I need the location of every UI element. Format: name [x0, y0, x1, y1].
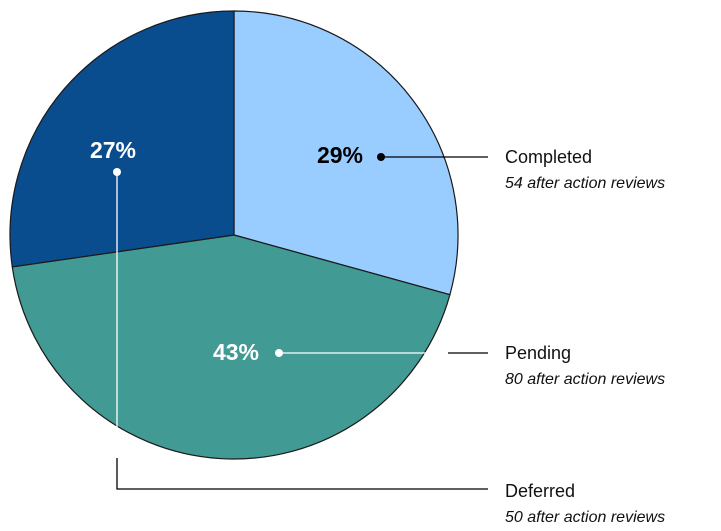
pie-slice	[11, 234, 451, 460]
legend-description: 50 after action reviews	[505, 509, 665, 526]
legend-label: Pending	[505, 343, 571, 363]
data-label: 27%	[90, 137, 136, 163]
leader-dot	[113, 168, 121, 176]
leader-dot	[275, 349, 283, 357]
pie-slice	[9, 10, 235, 268]
legend-label: Completed	[505, 147, 592, 167]
legend-label: Deferred	[505, 481, 575, 501]
pie-slice	[233, 10, 459, 296]
legend-description: 80 after action reviews	[505, 371, 665, 388]
leader-dot	[377, 153, 385, 161]
leader-line	[116, 458, 488, 490]
data-label: 29%	[317, 142, 363, 168]
data-label: 43%	[213, 339, 259, 365]
legend-description: 54 after action reviews	[505, 175, 665, 192]
